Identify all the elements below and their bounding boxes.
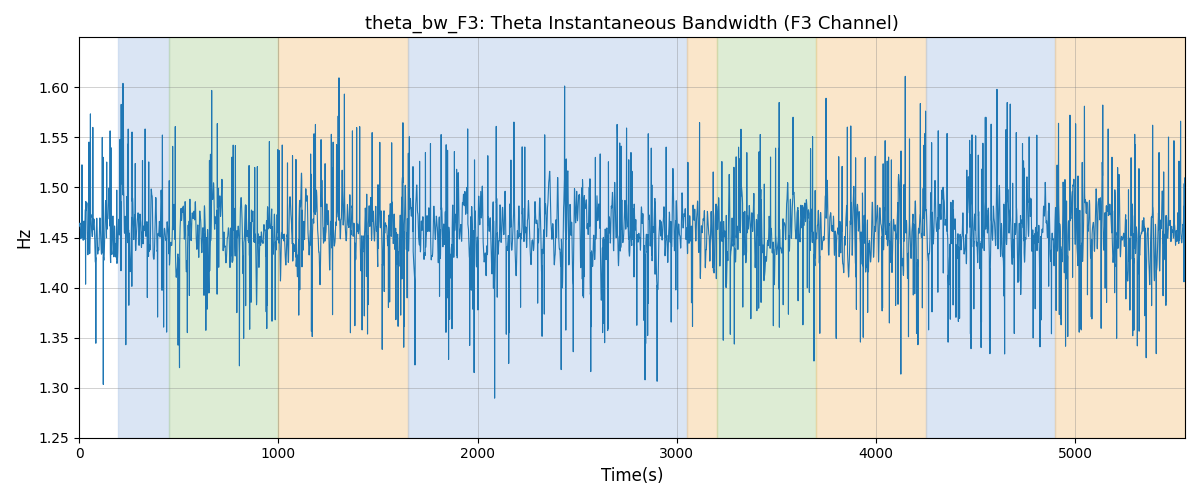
- Bar: [716, 38, 816, 438]
- Title: theta_bw_F3: Theta Instantaneous Bandwidth (F3 Channel): theta_bw_F3: Theta Instantaneous Bandwid…: [365, 15, 899, 34]
- Bar: [926, 38, 1056, 438]
- Bar: [278, 38, 408, 438]
- Bar: [169, 38, 278, 438]
- Bar: [686, 38, 716, 438]
- Bar: [1056, 38, 1186, 438]
- Bar: [816, 38, 926, 438]
- Y-axis label: Hz: Hz: [14, 227, 32, 248]
- Bar: [408, 38, 686, 438]
- Bar: [118, 38, 169, 438]
- X-axis label: Time(s): Time(s): [601, 467, 664, 485]
